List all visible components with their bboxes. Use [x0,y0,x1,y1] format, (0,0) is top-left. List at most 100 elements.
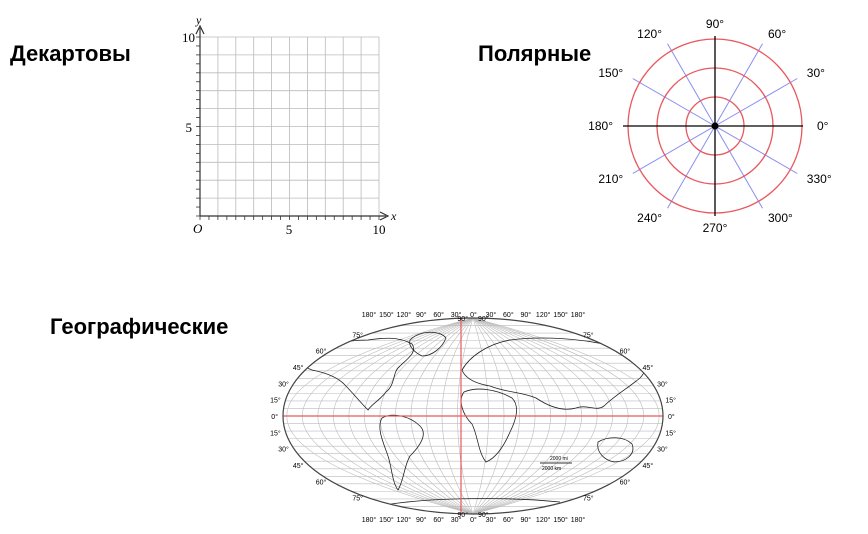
polar-angle-label: 270° [703,221,728,235]
cartesian-grid [196,36,380,220]
polar-spoke [632,125,716,174]
polar-angle-labels: 0° 30° 60° 90° 120° 150° 180° 210° 240° 270° 300° 3… [588,17,832,235]
scale-km-label: 2000 km [542,466,561,472]
map-longitude-label: 120° [536,516,551,524]
polar-angle-label: 330° [807,172,832,186]
map-longitude-label: 150° [379,311,394,319]
map-latitude-label: 15° [665,397,676,405]
map-latitude-label: 45° [643,462,654,470]
map-latitude-label: 90° [457,315,468,323]
map-latitude-label: 90° [478,511,489,519]
map-latitude-label: 30° [657,446,668,454]
x-axis-label: x [390,209,397,223]
map-latitude-label: 15° [665,429,676,437]
polar-spokes [632,43,798,209]
polar-angle-label: 30° [807,66,825,80]
map-latitude-label: 45° [293,462,304,470]
map-longitude-label: 150° [379,516,394,524]
map-latitude-label: 60° [620,348,631,356]
map-latitude-label: 30° [278,446,289,454]
map-longitude-label: 180° [571,311,586,319]
map-latitude-label: 30° [657,380,668,388]
origin-label: O [193,221,203,236]
map-latitude-label: 45° [293,364,304,372]
polar-spoke [714,125,763,209]
map-latitude-label: 45° [643,364,654,372]
x-tick-label: 10 [373,222,386,237]
y-tick-label: 5 [186,120,193,135]
y-axis-label: y [195,13,202,27]
south-america-outline [379,414,424,491]
map-longitude-label: 60° [433,311,444,319]
polar-pole [711,122,719,130]
north-america-outline [303,337,414,411]
map-longitude-label: 120° [397,516,412,524]
polar-angle-label: 60° [768,27,786,41]
polar-angle-label: 90° [706,17,724,31]
map-longitude-label: 120° [536,311,551,319]
map-longitude-label: 30° [486,311,497,319]
continent-outlines [303,331,645,507]
map-longitude-label: 150° [553,311,568,319]
map-latitude-label: 90° [457,511,468,519]
polar-angle-label: 300° [768,211,793,225]
map-longitude-label: 180° [362,311,377,319]
map-longitude-label: 0° [470,311,477,319]
australia-outline [597,437,634,463]
x-axis-arrow-icon [379,211,390,221]
africa-outline [460,388,517,463]
map-longitude-label: 90° [416,516,427,524]
map-longitude-label: 30° [451,516,462,524]
polar-spoke [714,43,763,127]
map-longitude-label: 150° [553,516,568,524]
map-longitude-label: 60° [503,516,514,524]
polar-angle-label: 150° [598,66,623,80]
map-longitude-label: 30° [486,516,497,524]
map-latitude-label: 15° [270,397,281,405]
map-latitude-label: 30° [278,380,289,388]
polar-angle-label: 240° [637,211,662,225]
map-latitude-label: 60° [620,478,631,486]
map-longitude-label: 60° [433,516,444,524]
y-tick-label: 10 [182,30,195,45]
map-longitude-label: 30° [451,311,462,319]
map-latitude-label: 75° [583,331,594,339]
map-coordinate-labels: 180°180°150°150°120°120°90°90°60°60°30°3… [270,311,676,524]
polar-spoke [667,43,716,127]
greenland-outline [409,331,447,357]
map-latitude-label: 90° [478,315,489,323]
map-latitude-label: 75° [352,495,363,503]
y-axis-arrow-icon [195,24,205,35]
map-longitude-label: 0° [470,516,477,524]
map-latitude-label: 0° [668,413,675,421]
polar-angle-label: 120° [637,27,662,41]
map-latitude-label: 60° [316,348,327,356]
polar-angle-label: 0° [817,119,829,133]
map-longitude-label: 120° [397,311,412,319]
heading-polar: Полярные [478,41,592,66]
map-longitude-label: 180° [571,516,586,524]
map-latitude-label: 75° [583,495,594,503]
map-latitude-label: 75° [352,331,363,339]
antarctica-outline [379,498,561,507]
map-latitude-label: 60° [316,478,327,486]
map-longitude-label: 180° [362,516,377,524]
map-latitude-label: 15° [270,429,281,437]
map-latitude-label: 0° [271,413,278,421]
polar-spoke [714,125,798,174]
polar-angle-label: 210° [598,172,623,186]
scale-miles-label: 2000 mi [550,456,568,462]
polar-spoke [667,125,716,209]
polar-spoke [714,78,798,127]
heading-cartesian: Декартовы [10,41,131,66]
polar-angle-label: 180° [588,119,613,133]
polar-spoke [632,78,716,127]
map-border [282,317,664,515]
map-longitude-label: 90° [520,311,531,319]
map-longitude-label: 90° [520,516,531,524]
map-longitude-label: 60° [503,311,514,319]
eurasia-outline [461,337,645,410]
